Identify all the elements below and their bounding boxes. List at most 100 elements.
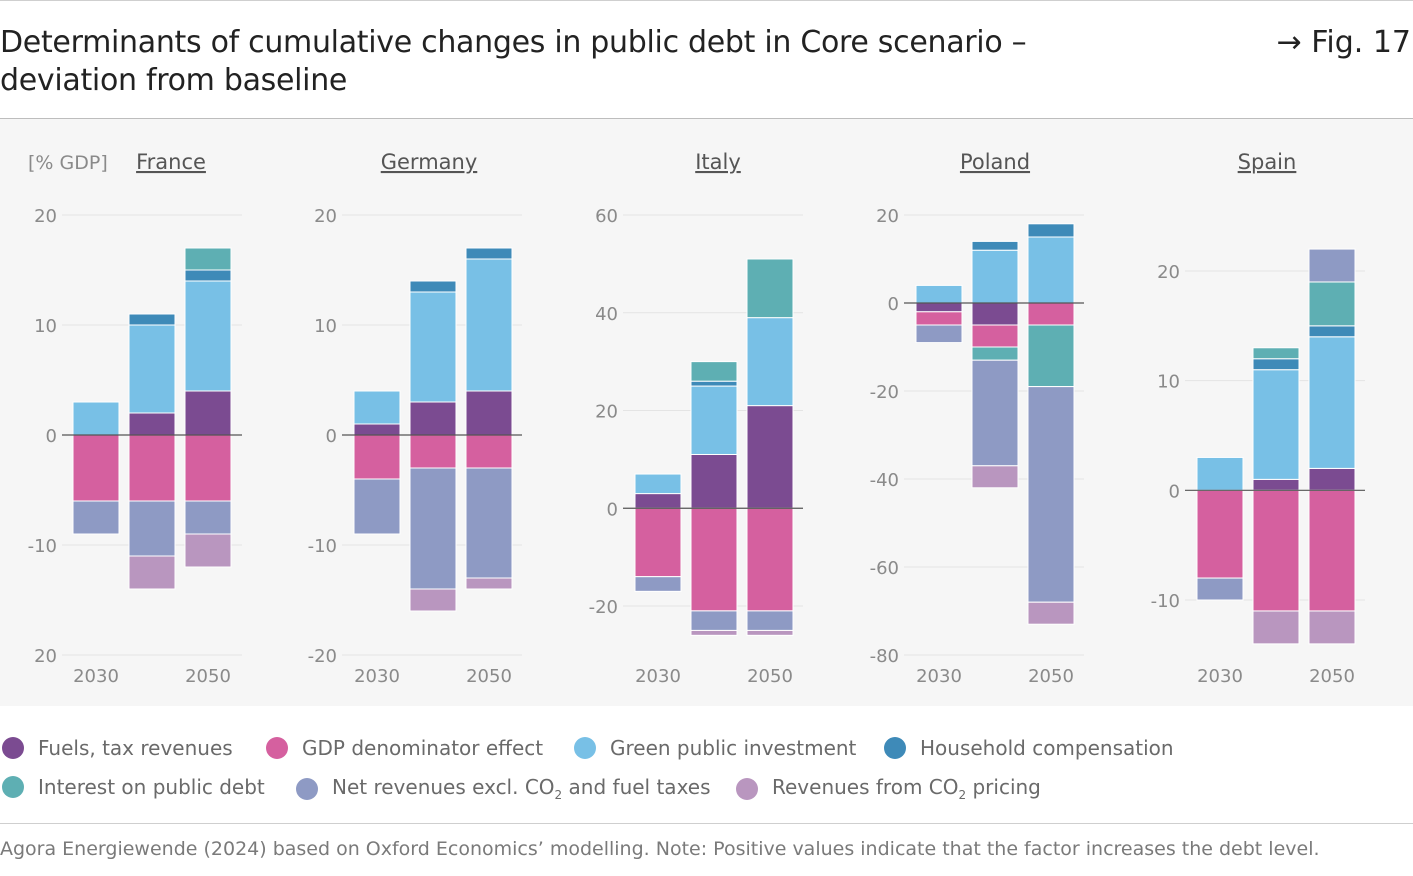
x-tick-label: 2050: [1309, 666, 1355, 687]
bar-segment-interest: [746, 258, 794, 319]
bar-segment-co2: [184, 533, 232, 568]
bar-segment-household: [409, 280, 457, 293]
legend-label-interest: Interest on public debt: [38, 775, 265, 799]
bar-segment-co2: [971, 465, 1019, 489]
bar-segment-fuels: [409, 401, 457, 436]
bar-segment-green: [634, 473, 682, 495]
bar-segment-interest: [184, 247, 232, 271]
y-tick-label: -20: [308, 646, 337, 667]
chart-title: Determinants of cumulative changes in pu…: [0, 24, 1150, 100]
bar-segment-gdp: [915, 311, 963, 326]
legend-label-fuels: Fuels, tax revenues: [38, 736, 233, 760]
bar-segment-net: [1196, 577, 1244, 601]
panel-title-france: France: [136, 150, 206, 174]
bar-segment-net: [465, 467, 513, 579]
bar-segment-household: [1027, 223, 1075, 238]
y-tick-label: -60: [870, 558, 899, 579]
y-tick-label: 20: [1157, 262, 1180, 283]
y-tick-label: 0: [326, 426, 337, 447]
legend-item-interest: Interest on public debt: [2, 775, 265, 799]
bar-segment-fuels: [690, 453, 738, 509]
y-tick-label: 20: [34, 646, 57, 667]
bar-segment-gdp: [184, 434, 232, 502]
legend-swatch-fuels: [2, 737, 24, 759]
bar-segment-fuels: [353, 423, 401, 436]
y-tick-label: -20: [589, 597, 618, 618]
legend-label-co2: Revenues from CO2 pricing: [772, 775, 1041, 802]
bar-segment-green: [184, 280, 232, 392]
bar-segment-interest: [1027, 324, 1075, 388]
y-tick-label: 0: [888, 294, 899, 315]
panel-title-poland: Poland: [960, 150, 1030, 174]
y-tick-label: -10: [1151, 591, 1180, 612]
header-rule: [0, 118, 1413, 119]
bar-segment-green: [746, 317, 794, 407]
y-tick-label: 10: [34, 316, 57, 337]
y-tick-label: 20: [314, 206, 337, 227]
bar-segment-gdp: [634, 507, 682, 578]
bar-segment-gdp: [128, 434, 176, 502]
bar-segment-green: [72, 401, 120, 436]
bar-segment-green: [690, 385, 738, 455]
chart-area: [% GDP] France 20 10 0 -10 20 2030 2050 Germany 20…: [28, 150, 1365, 687]
bar-segment-co2: [1308, 610, 1356, 645]
bar-segment-green: [971, 249, 1019, 304]
bar-segment-household: [128, 313, 176, 326]
bar-segment-gdp: [1027, 302, 1075, 326]
bar-segment-net: [184, 500, 232, 535]
chart-title-line-1: Determinants of cumulative changes in pu…: [0, 25, 1027, 60]
bar-segment-green: [128, 324, 176, 414]
legend: Fuels, tax revenues GDP denominator effe…: [0, 728, 1413, 808]
bar-segment-co2: [1027, 601, 1075, 625]
bar-segment-co2: [1252, 610, 1300, 645]
bar-segment-gdp: [690, 507, 738, 612]
bar-segment-fuels: [971, 302, 1019, 326]
y-tick-label: 20: [34, 206, 57, 227]
bar-segment-fuels: [465, 390, 513, 436]
bar-segment-co2: [409, 588, 457, 612]
legend-swatch-net: [296, 777, 318, 800]
bar-segment-gdp: [353, 434, 401, 480]
bar-segment-co2: [465, 577, 513, 590]
y-tick-label: -20: [870, 382, 899, 403]
bar-segment-net: [746, 610, 794, 631]
legend-label-net: Net revenues excl. CO2 and fuel taxes: [332, 775, 711, 802]
bar-segment-gdp: [1196, 489, 1244, 579]
bar-segment-co2: [690, 629, 738, 636]
legend-swatch-co2: [736, 777, 758, 800]
y-tick-label: 0: [607, 499, 618, 520]
x-tick-label: 2030: [354, 666, 400, 687]
y-tick-label: 60: [595, 206, 618, 227]
x-tick-label: 2030: [635, 666, 681, 687]
figure-label: → Fig. 17: [1276, 25, 1411, 60]
bar-segment-household: [971, 240, 1019, 251]
bar-segment-net: [1027, 386, 1075, 603]
x-tick-label: 2030: [916, 666, 962, 687]
x-tick-label: 2030: [1197, 666, 1243, 687]
y-tick-label: 0: [46, 426, 57, 447]
y-tick-label: 20: [595, 402, 618, 423]
bar-segment-gdp: [72, 434, 120, 502]
bar-segment-interest: [690, 361, 738, 382]
y-tick-label: 10: [314, 316, 337, 337]
bar-segment-interest: [971, 346, 1019, 361]
bar-segment-net: [1308, 248, 1356, 283]
legend-item-co2: Revenues from CO2 pricing: [736, 775, 1041, 802]
bar-segment-net: [915, 324, 963, 344]
legend-item-gdp: GDP denominator effect: [266, 736, 543, 760]
legend-item-household: Household compensation: [884, 736, 1174, 760]
bar-segment-household: [465, 247, 513, 260]
bar-segment-green: [353, 390, 401, 425]
x-tick-label: 2050: [1028, 666, 1074, 687]
bar-segment-fuels: [1252, 478, 1300, 491]
bar-segment-co2: [746, 629, 794, 636]
x-tick-label: 2050: [185, 666, 231, 687]
legend-label-green: Green public investment: [610, 736, 857, 760]
y-tick-label: -40: [870, 470, 899, 491]
panel-title-spain: Spain: [1238, 150, 1297, 174]
y-tick-label: 20: [876, 206, 899, 227]
bar-segment-fuels: [1308, 467, 1356, 491]
y-tick-label: -80: [870, 646, 899, 667]
bar-segment-gdp: [465, 434, 513, 469]
y-tick-label: -10: [308, 536, 337, 557]
